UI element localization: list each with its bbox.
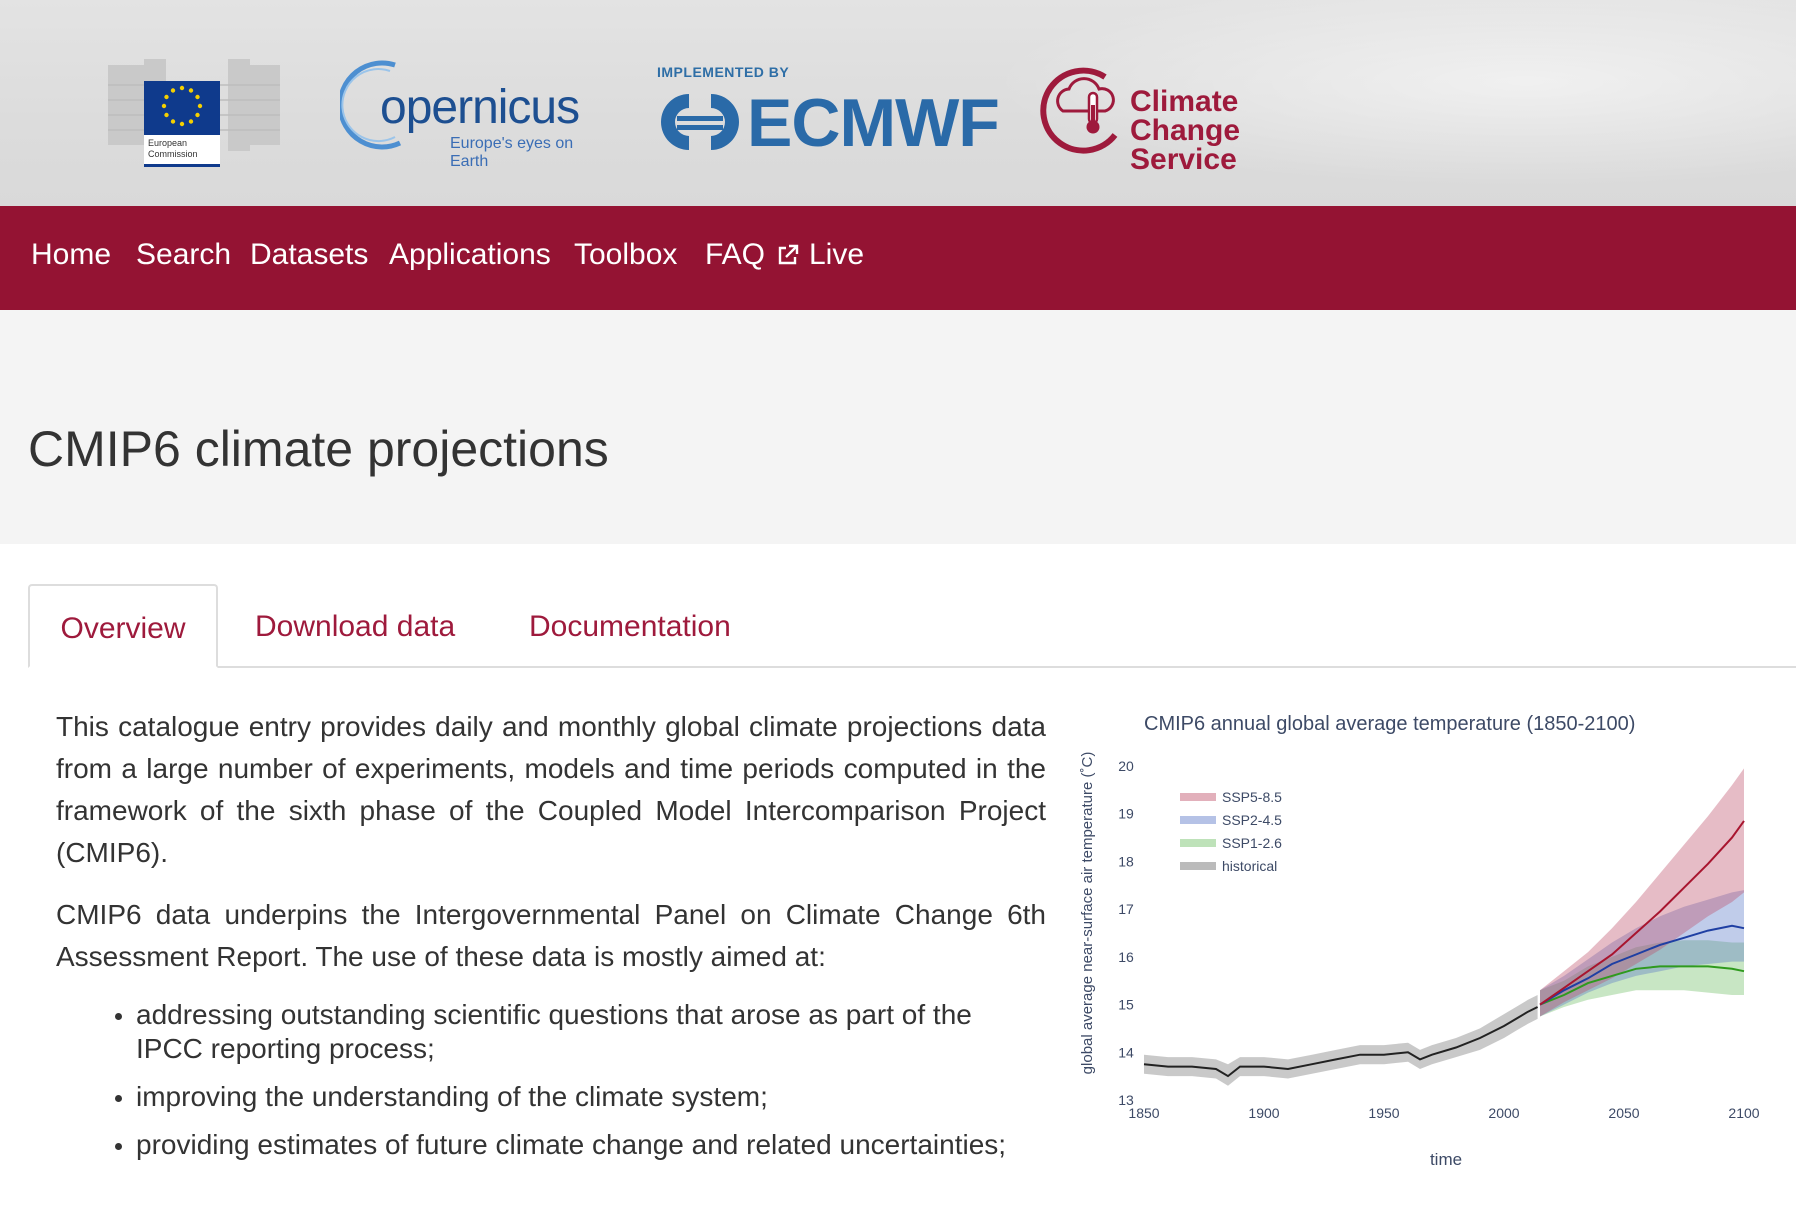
chart-ylabel: global average near-surface air temperat… (1079, 752, 1096, 1075)
ec-logo-text-1: European (148, 138, 187, 148)
x-tick-label: 2100 (1728, 1105, 1759, 1121)
nav-item-faq[interactable]: FAQ (705, 238, 799, 272)
y-tick-label: 20 (1118, 758, 1134, 774)
temperature-chart: CMIP6 annual global average temperature … (1070, 700, 1796, 1180)
copernicus-name: opernicus (380, 81, 580, 134)
tab-documentation[interactable]: Documentation (529, 610, 731, 643)
x-tick-label: 1950 (1368, 1105, 1399, 1121)
y-tick-label: 18 (1118, 853, 1134, 869)
ecmwf-name: ECMWF (747, 85, 1000, 161)
copernicus-tagline: Europe's eyes on Earth (450, 135, 574, 170)
x-tick-label: 1850 (1128, 1105, 1159, 1121)
c3s-title-line1: Climate Change (1130, 85, 1241, 147)
chart-xlabel: time (1430, 1150, 1462, 1169)
nav-item-toolbox[interactable]: Toolbox (574, 238, 678, 271)
chart-title: CMIP6 annual global average temperature … (1144, 713, 1635, 735)
aims-list: addressing outstanding scientific questi… (56, 998, 1046, 1162)
legend-swatch (1180, 862, 1216, 870)
tabs-divider (28, 666, 1796, 668)
nav-item-live[interactable]: Live (809, 238, 865, 271)
series-line-ssp5-8-5 (1539, 820, 1745, 1006)
list-item: improving the understanding of the clima… (136, 1080, 1046, 1114)
ecmwf-logo[interactable]: IMPLEMENTED BY ECMWF (655, 62, 1000, 162)
nav-item-datasets[interactable]: Datasets (250, 238, 369, 271)
overview-paragraph-2: CMIP6 data underpins the Intergovernment… (56, 899, 1046, 972)
main-navigation: Home Search Datasets Applications Toolbo… (0, 206, 1796, 310)
legend-swatch (1180, 839, 1216, 847)
legend-swatch (1180, 793, 1216, 801)
temperature-chart-svg: CMIP6 annual global average temperature … (1079, 713, 1760, 1169)
page-title: CMIP6 climate projections (28, 421, 609, 477)
band-ssp1-2-6 (1540, 940, 1744, 1017)
climate-change-service-logo[interactable]: Climate Change Service (1035, 55, 1355, 175)
ec-logo-text-2: Commission (148, 149, 198, 159)
ecmwf-swirl-icon (661, 94, 739, 150)
band-historical (1144, 995, 1538, 1086)
list-item: addressing outstanding scientific questi… (136, 998, 1046, 1066)
y-tick-label: 19 (1118, 806, 1134, 822)
nav-item-applications[interactable]: Applications (389, 238, 551, 271)
copernicus-logo[interactable]: opernicus Europe's eyes on Earth (340, 55, 610, 170)
legend-swatch (1180, 816, 1216, 824)
series-line-ssp1-2-6 (1539, 965, 1745, 1006)
page-title-band: CMIP6 climate projections (0, 310, 1796, 544)
y-tick-label: 15 (1118, 997, 1134, 1013)
overview-paragraph-1: This catalogue entry provides daily and … (56, 711, 1046, 868)
y-tick-label: 14 (1118, 1044, 1134, 1060)
c3s-title-line2: Service (1130, 143, 1237, 176)
band-ssp5-8-5 (1540, 768, 1744, 1017)
copernicus-c-icon (340, 60, 402, 150)
legend-label: SSP5-8.5 (1222, 789, 1282, 805)
c3s-title: Climate Change Service (1130, 85, 1355, 176)
list-item: providing estimates of future climate ch… (136, 1128, 1046, 1162)
nav-item-home[interactable]: Home (31, 238, 112, 271)
nav-item-faq-label: FAQ (705, 238, 766, 271)
tab-download-data[interactable]: Download data (255, 610, 456, 643)
band-ssp2-4-5 (1540, 890, 1744, 1017)
external-link-icon (779, 244, 799, 265)
c3s-cloud-thermometer-icon (1040, 67, 1118, 154)
legend-label: SSP2-4.5 (1222, 812, 1282, 828)
nav-item-search[interactable]: Search (136, 238, 232, 271)
series-line-ssp2-4-5 (1539, 924, 1745, 1006)
legend-label: historical (1222, 858, 1277, 874)
y-tick-label: 16 (1118, 949, 1134, 965)
header-logo-bar: European Commission opernicus Europe's e… (0, 0, 1796, 206)
overview-content: This catalogue entry provides daily and … (56, 706, 1046, 1176)
x-tick-label: 2000 (1488, 1105, 1519, 1121)
x-tick-label: 1900 (1248, 1105, 1279, 1121)
ecmwf-implemented-by: IMPLEMENTED BY (657, 64, 790, 80)
tab-overview[interactable]: Overview (28, 584, 218, 668)
european-commission-logo[interactable]: European Commission (108, 45, 283, 170)
y-tick-label: 13 (1118, 1092, 1134, 1108)
y-tick-label: 17 (1118, 901, 1134, 917)
series-line-historical (1143, 1006, 1539, 1078)
x-tick-label: 2050 (1608, 1105, 1639, 1121)
ec-building-icon: European Commission (108, 59, 280, 167)
legend-label: SSP1-2.6 (1222, 835, 1282, 851)
